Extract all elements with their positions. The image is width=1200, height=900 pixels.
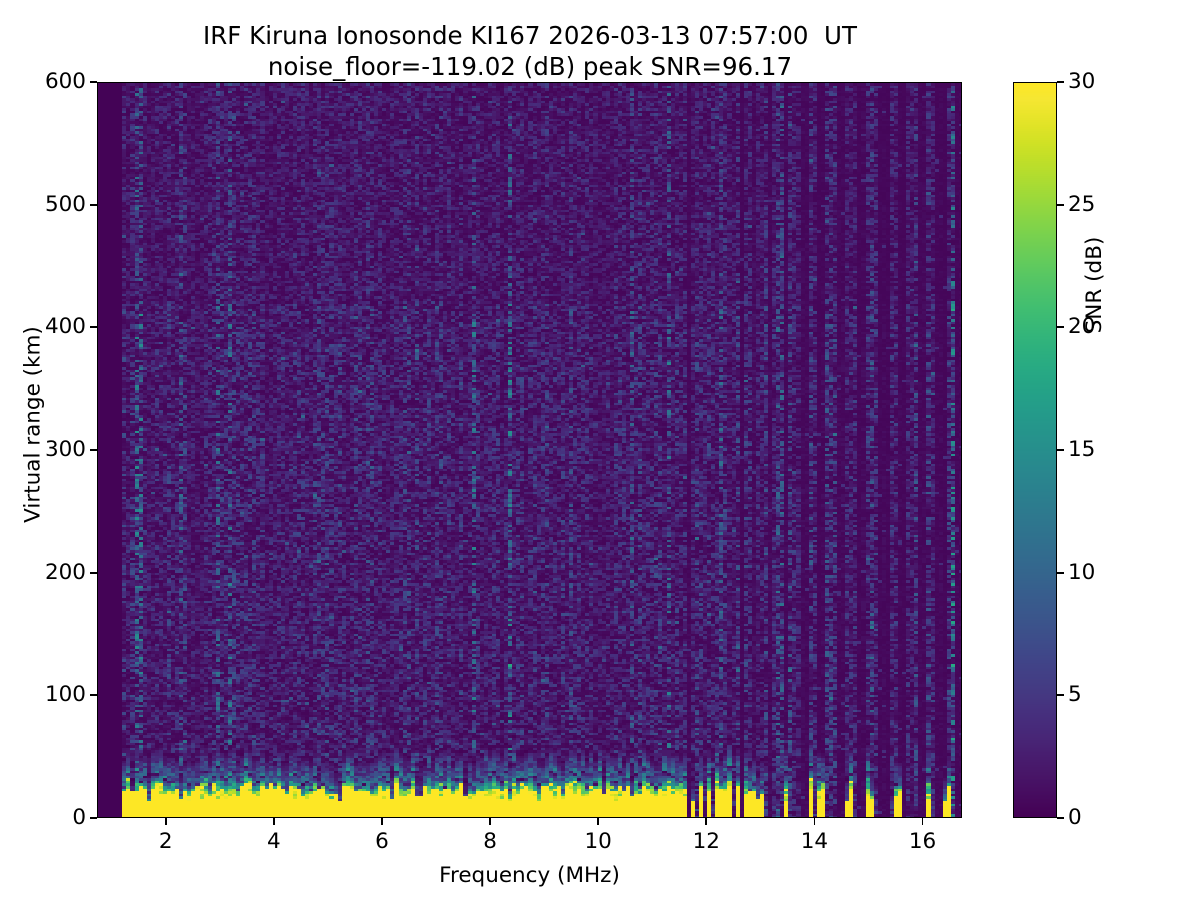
x-tick-label: 8 xyxy=(483,829,497,854)
figure-title: IRF Kiruna Ionosonde KI167 2026-03-13 07… xyxy=(0,20,1060,83)
ionogram-heatmap[interactable] xyxy=(98,83,961,817)
colorbar-tick-label: 25 xyxy=(1068,191,1096,217)
y-tick-mark xyxy=(90,203,97,206)
colorbar-canvas xyxy=(1014,83,1056,817)
x-tick-mark xyxy=(921,818,924,825)
colorbar-tick-mark xyxy=(1057,326,1064,329)
x-tick-label: 4 xyxy=(266,829,281,854)
x-tick-mark xyxy=(489,818,491,825)
y-tick-mark xyxy=(90,326,97,329)
x-tick-mark xyxy=(272,818,275,825)
colorbar-tick-label: 30 xyxy=(1068,69,1096,94)
x-tick-label: 10 xyxy=(584,829,612,854)
x-tick-label: 6 xyxy=(375,829,389,854)
colorbar: 0 5 10 15 20 25 30 xyxy=(1013,69,1095,830)
x-tick-mark xyxy=(705,818,708,825)
title-line-2: noise_floor=-119.02 (dB) peak SNR=96.17 xyxy=(267,52,793,82)
y-tick-mark xyxy=(90,81,97,83)
y-tick-mark xyxy=(90,694,97,697)
x-tick-label: 2 xyxy=(158,829,173,854)
x-tick-label: 12 xyxy=(692,829,720,854)
x-tick-mark xyxy=(813,818,816,825)
x-tick-label: 14 xyxy=(800,829,829,854)
title-line-1: IRF Kiruna Ionosonde KI167 2026-03-13 07… xyxy=(203,21,857,50)
x-tick-mark xyxy=(597,818,600,825)
y-axis: 0 100 200 300 400 500 600 Virtual range (km) xyxy=(0,69,97,830)
colorbar-tick-label: 20 xyxy=(1068,314,1096,340)
colorbar-tick-mark xyxy=(1057,81,1064,83)
y-tick-label: 100 xyxy=(44,682,86,708)
x-tick-label: 16 xyxy=(908,829,937,854)
colorbar-tick-label: 0 xyxy=(1068,805,1082,830)
x-axis: 2 4 6 8 10 12 14 16 Frequency (MHz) xyxy=(97,818,962,898)
colorbar-tick-mark xyxy=(1057,571,1064,574)
colorbar-tick-mark xyxy=(1057,449,1064,451)
x-axis-label: Frequency (MHz) xyxy=(439,863,620,888)
colorbar-tick-label: 5 xyxy=(1068,682,1082,708)
x-tick-mark xyxy=(164,818,167,825)
colorbar-gradient xyxy=(1013,82,1057,818)
y-tick-label: 0 xyxy=(72,805,86,830)
y-tick-label: 600 xyxy=(44,69,86,94)
y-tick-label: 400 xyxy=(44,314,86,340)
colorbar-tick-mark xyxy=(1057,203,1064,206)
y-tick-label: 200 xyxy=(44,559,86,585)
y-tick-mark xyxy=(90,449,97,451)
colorbar-label: SNR (dB) xyxy=(1082,236,1107,334)
y-tick-mark xyxy=(90,817,97,819)
x-tick-mark xyxy=(381,818,383,825)
colorbar-tick-mark xyxy=(1057,817,1064,819)
y-tick-label: 500 xyxy=(44,191,86,217)
plot-area[interactable] xyxy=(97,82,962,818)
y-axis-label: Virtual range (km) xyxy=(20,326,46,523)
colorbar-tick-label: 10 xyxy=(1068,559,1096,585)
colorbar-tick-mark xyxy=(1057,694,1064,697)
y-tick-label: 300 xyxy=(44,437,86,462)
y-tick-mark xyxy=(90,571,97,574)
colorbar-tick-label: 15 xyxy=(1068,437,1096,462)
